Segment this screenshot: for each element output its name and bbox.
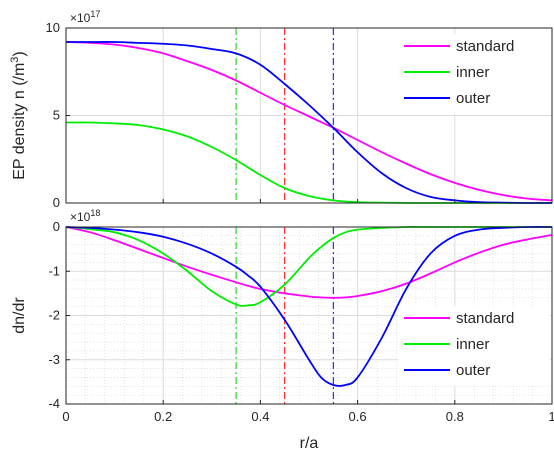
- legend-label-standard: standard: [456, 310, 514, 327]
- y-tick-label: -4: [48, 396, 60, 411]
- y-axis-label: dn/dr: [11, 297, 28, 334]
- y-multiplier-exponent: 18: [90, 208, 100, 218]
- series-line-outer: [65, 226, 553, 387]
- x-tick-label: 0: [62, 409, 69, 424]
- y-tick-label: -1: [48, 263, 60, 278]
- x-tick-label: 0.2: [154, 409, 172, 424]
- legend-box: [398, 34, 550, 114]
- legend-label-standard: standard: [456, 38, 514, 55]
- y-multiplier: ×1018: [70, 208, 100, 224]
- legend-label-outer: outer: [456, 90, 490, 107]
- top-panel: 0 5 10 ×1017 EP density n (/m3) standard inner…: [9, 9, 553, 210]
- y-tick-label: -3: [48, 352, 60, 367]
- y-axis-label-tail: ): [11, 51, 28, 56]
- y-axis-label-sup: 3: [9, 57, 21, 63]
- legend-label-inner: inner: [456, 336, 489, 353]
- series-line-standard: [65, 41, 553, 202]
- x-axis-label: r/a: [300, 435, 319, 452]
- y-tick-label: 0: [53, 219, 60, 234]
- bottom-panel: 0-1-2-3-40 0.2 0.4 0.6 0.8 1×1018dn/drr/astan…: [11, 208, 554, 452]
- y-axis-label: EP density n (/m3): [9, 51, 28, 180]
- y-tick-label: 10: [46, 20, 60, 35]
- x-tick-label: 0.6: [349, 409, 367, 424]
- series-line-standard: [65, 226, 553, 299]
- x-tick-label: 0.8: [446, 409, 464, 424]
- y-tick-label: 5: [53, 108, 60, 123]
- x-tick-label: 0.4: [251, 409, 269, 424]
- series-line-outer: [66, 41, 553, 204]
- legend-label-inner: inner: [456, 64, 489, 81]
- legend-label-outer: outer: [456, 362, 490, 379]
- y-multiplier-exponent: 17: [90, 9, 100, 19]
- y-tick-label: -2: [48, 308, 60, 323]
- x-tick-label: 1: [548, 409, 554, 424]
- y-multiplier: ×1017: [70, 9, 100, 25]
- legend-box: [398, 306, 550, 386]
- y-tick-label: 0: [53, 195, 60, 210]
